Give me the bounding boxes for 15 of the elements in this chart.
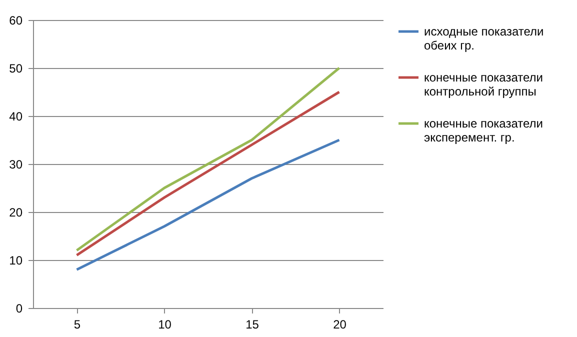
y-tick-label: 20 xyxy=(9,206,23,220)
y-tick-label: 0 xyxy=(16,302,23,316)
y-tick-label: 10 xyxy=(9,254,23,268)
y-tick-label: 40 xyxy=(9,110,23,124)
legend-label: конечные показатели эксперемент. гр. xyxy=(424,116,543,144)
x-tick-label: 10 xyxy=(158,318,172,332)
x-tick-label: 5 xyxy=(74,318,81,332)
y-tick-label: 60 xyxy=(9,14,23,28)
x-tick-label: 20 xyxy=(333,318,347,332)
x-tick-label: 15 xyxy=(246,318,260,332)
legend-label: исходные показатели обеих гр. xyxy=(424,24,544,52)
y-tick-label: 30 xyxy=(9,158,23,172)
legend-label: конечные показатели контрольной группы xyxy=(424,70,543,98)
y-tick-label: 50 xyxy=(9,62,23,76)
line-series xyxy=(76,138,340,271)
